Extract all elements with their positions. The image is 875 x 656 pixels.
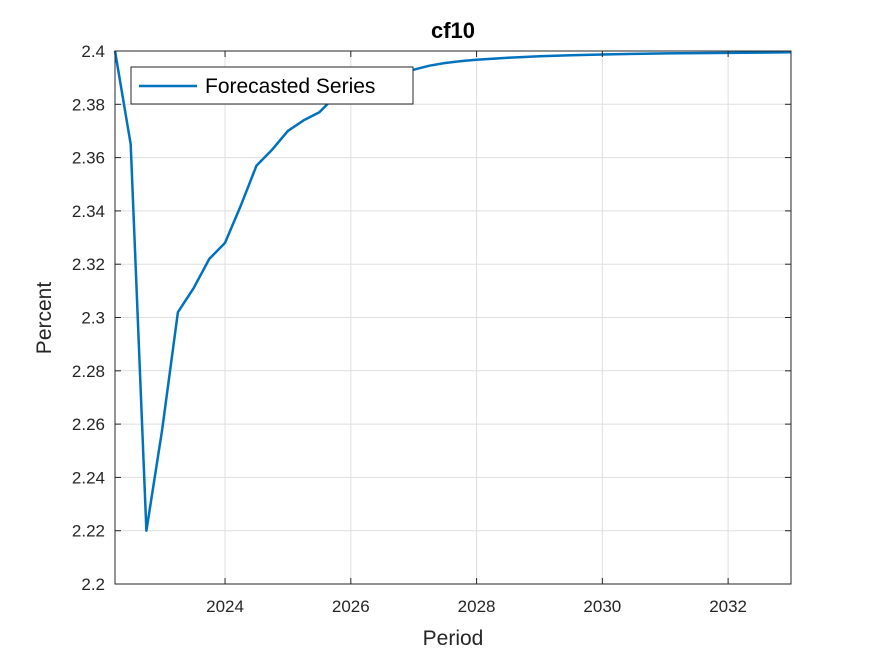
y-tick-label: 2.2 — [81, 575, 105, 594]
x-axis-title: Period — [423, 627, 484, 650]
y-tick-label: 2.34 — [72, 202, 105, 221]
chart-title: cf10 — [431, 18, 475, 43]
y-tick-label: 2.24 — [72, 468, 105, 487]
y-tick-label: 2.4 — [81, 42, 105, 61]
legend-entry-label: Forecasted Series — [205, 75, 375, 98]
x-tick-label: 2028 — [458, 597, 496, 616]
x-tick-label: 2030 — [583, 597, 621, 616]
y-tick-label: 2.26 — [72, 415, 105, 434]
y-tick-label: 2.3 — [81, 309, 105, 328]
y-tick-label: 2.32 — [72, 255, 105, 274]
y-tick-label: 2.36 — [72, 149, 105, 168]
tick-labels: 2024 2026 2028 2030 2032 2.2 2.22 2.24 2.26 2.28 2… — [72, 42, 747, 616]
x-tick-label: 2032 — [709, 597, 747, 616]
x-tick-label: 2026 — [332, 597, 370, 616]
y-tick-label: 2.38 — [72, 95, 105, 114]
tick-marks — [115, 50, 791, 585]
legend: Forecasted Series — [130, 66, 414, 105]
y-axis-title: Percent — [33, 282, 56, 355]
x-tick-label: 2024 — [206, 597, 244, 616]
y-tick-label: 2.22 — [72, 522, 105, 541]
y-tick-label: 2.28 — [72, 362, 105, 381]
